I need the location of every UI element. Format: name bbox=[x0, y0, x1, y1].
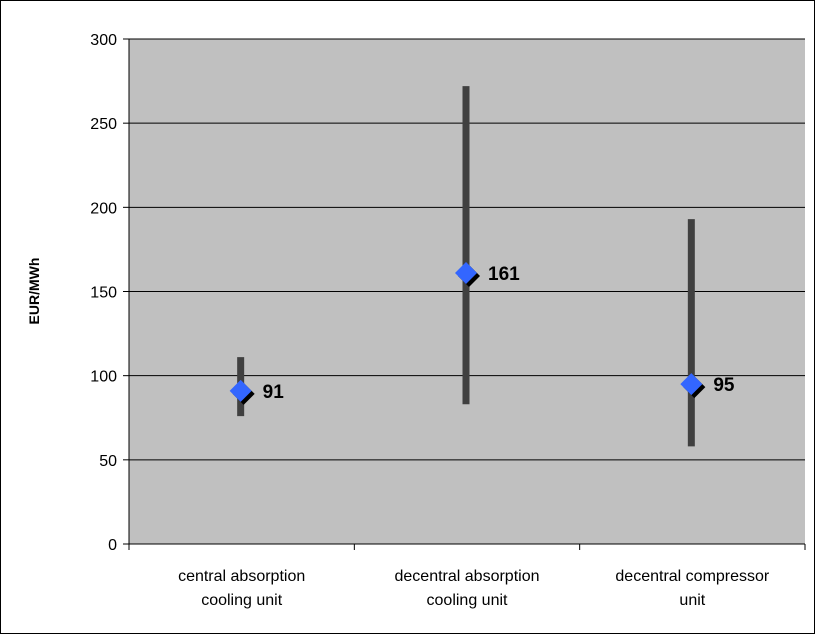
data-point-marker bbox=[680, 373, 703, 396]
y-axis-title: EUR/MWh bbox=[26, 258, 42, 325]
data-label: 95 bbox=[713, 375, 735, 396]
y-tick-label: 100 bbox=[90, 369, 117, 386]
data-point-marker bbox=[455, 261, 477, 284]
y-tick-label: 50 bbox=[99, 453, 117, 470]
series: 91 161 95 bbox=[229, 86, 735, 447]
y-tick-label: 0 bbox=[108, 537, 117, 554]
y-tick-label: 250 bbox=[90, 116, 117, 133]
x-category-label: central absorption cooling unit bbox=[178, 568, 305, 609]
y-axis: 0 50 100 150 200 250 300 bbox=[90, 32, 130, 554]
y-tick-label: 200 bbox=[90, 200, 117, 217]
y-tick-label: 150 bbox=[90, 285, 117, 302]
data-point-marker bbox=[229, 379, 252, 402]
x-category-label: decentral compressor unit bbox=[615, 568, 770, 609]
data-label: 161 bbox=[488, 264, 520, 285]
data-label: 91 bbox=[263, 382, 285, 403]
x-axis: central absorption cooling unit decentral … bbox=[128, 543, 806, 609]
y-tick-label: 300 bbox=[90, 32, 117, 49]
x-category-label: decentral absorption cooling unit bbox=[395, 568, 540, 609]
